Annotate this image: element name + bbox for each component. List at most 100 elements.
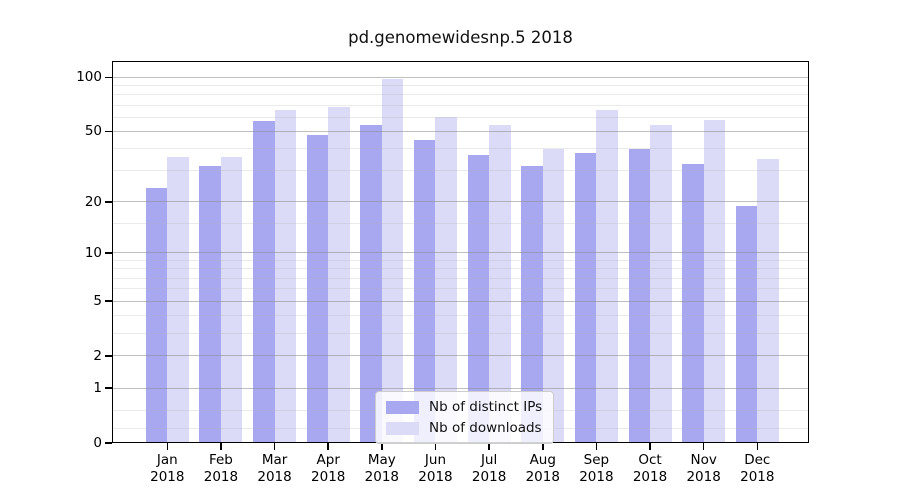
y-axis-tick [105, 76, 112, 79]
bar-distinct-ips [199, 165, 221, 443]
x-axis-tick-label: May 2018 [350, 452, 414, 486]
bar-downloads [703, 119, 726, 443]
x-axis-tick-label-year: 2018 [632, 469, 668, 485]
x-axis-tick-label: Oct 2018 [618, 452, 682, 486]
gridline-major [112, 300, 809, 302]
y-axis-tick [105, 355, 112, 357]
gridline-minor [112, 94, 809, 96]
bar-distinct-ips [306, 134, 329, 443]
chart-title: pd.genomewidesnp.5 2018 [348, 28, 573, 47]
x-axis-tick [166, 443, 169, 450]
bar-distinct-ips [735, 205, 758, 443]
bar-downloads [650, 125, 672, 443]
bar-downloads [596, 109, 618, 443]
gridline-major [112, 252, 809, 254]
bar-distinct-ips [360, 125, 382, 443]
bar-downloads [328, 107, 350, 443]
bar-downloads [542, 148, 565, 443]
x-axis-tick-label: Jun 2018 [403, 452, 467, 486]
gridline-minor [112, 332, 809, 334]
bar-distinct-ips [628, 148, 651, 443]
bar-downloads [381, 78, 404, 443]
x-axis-tick-label-year: 2018 [740, 469, 775, 485]
legend-swatch-distinct-ips [386, 400, 419, 414]
gridline-minor [112, 314, 809, 316]
bar-distinct-ips [145, 187, 168, 443]
x-axis-tick-label-year: 2018 [525, 469, 560, 485]
x-axis-tick [434, 443, 437, 450]
gridline-major [112, 355, 809, 357]
bar-distinct-ips [682, 163, 704, 443]
x-axis-tick-label-year: 2018 [471, 469, 507, 485]
x-axis-tick-label: Nov 2018 [672, 452, 736, 486]
gridline-minor [112, 260, 809, 262]
bar-downloads [274, 109, 297, 443]
x-axis-tick-label-year: 2018 [311, 469, 346, 485]
gridline-major [112, 387, 809, 389]
y-axis-tick-label: 1 [93, 380, 102, 397]
bar-downloads [489, 125, 511, 443]
y-axis-tick-label: 5 [93, 293, 102, 310]
x-axis-tick [702, 443, 705, 450]
legend-item-distinct-ips: Nb of distinct IPs [386, 399, 542, 415]
gridline-minor [112, 277, 809, 279]
bar-distinct-ips [467, 154, 490, 443]
y-axis-tick [105, 130, 112, 133]
y-axis-tick-label: 2 [93, 347, 102, 364]
y-axis-tick [105, 300, 112, 302]
x-axis-tick [542, 443, 544, 450]
bar-downloads [435, 117, 457, 443]
y-axis-tick-label: 10 [84, 244, 102, 261]
x-axis-tick-label: Apr 2018 [296, 452, 360, 486]
x-axis-tick-label-year: 2018 [686, 469, 721, 485]
legend-label-downloads: Nb of downloads [429, 420, 542, 436]
y-axis-tick-label: 100 [76, 69, 102, 86]
x-axis-tick-label: Jan 2018 [135, 452, 199, 486]
gridline-minor [112, 170, 809, 172]
x-axis-tick-label-year: 2018 [579, 469, 614, 485]
bar-downloads [167, 156, 189, 443]
y-axis-tick-label: 20 [84, 193, 102, 210]
gridline-minor [112, 104, 809, 106]
gridline-minor [112, 222, 809, 224]
x-axis-tick [381, 443, 383, 450]
x-axis-tick [595, 443, 598, 450]
y-axis-tick [105, 387, 112, 389]
x-axis-tick-label: Dec 2018 [725, 452, 789, 486]
gridline-major [112, 201, 809, 203]
gridline-minor [112, 116, 809, 118]
x-axis-tick-label: Sep 2018 [564, 452, 628, 486]
x-axis-tick [273, 443, 276, 450]
y-axis-tick [105, 252, 112, 254]
gridline-minor [112, 268, 809, 270]
legend: Nb of distinct IPs Nb of downloads [375, 391, 555, 444]
x-axis-tick [756, 443, 759, 450]
x-axis-tick-label: Mar 2018 [243, 452, 307, 486]
y-axis-tick [105, 201, 112, 203]
bar-distinct-ips [413, 139, 436, 443]
bar-distinct-ips [521, 165, 543, 443]
y-axis-tick-label: 50 [84, 123, 102, 140]
gridline-minor [112, 85, 809, 87]
bar-downloads [220, 156, 243, 443]
gridline-minor [112, 148, 809, 150]
x-axis-tick [649, 443, 651, 450]
x-axis-tick-label: Feb 2018 [189, 452, 253, 486]
x-axis-tick [327, 443, 329, 450]
legend-item-downloads: Nb of downloads [386, 420, 542, 436]
x-axis-tick-label: Aug 2018 [511, 452, 575, 486]
gridline-major [112, 130, 809, 132]
x-axis-tick [488, 443, 490, 450]
x-axis-tick-label: Jul 2018 [457, 452, 521, 486]
y-axis-tick-label: 0 [93, 435, 102, 451]
gridline-minor [112, 288, 809, 290]
bar-distinct-ips [574, 152, 597, 443]
x-axis-tick-label-year: 2018 [203, 469, 239, 485]
y-axis-tick [105, 442, 112, 444]
gridline-major [112, 76, 809, 78]
x-axis-tick-label-year: 2018 [364, 469, 400, 485]
x-axis-tick-label-year: 2018 [150, 469, 185, 485]
x-axis-tick-label-year: 2018 [257, 469, 292, 485]
legend-label-distinct-ips: Nb of distinct IPs [429, 399, 543, 415]
